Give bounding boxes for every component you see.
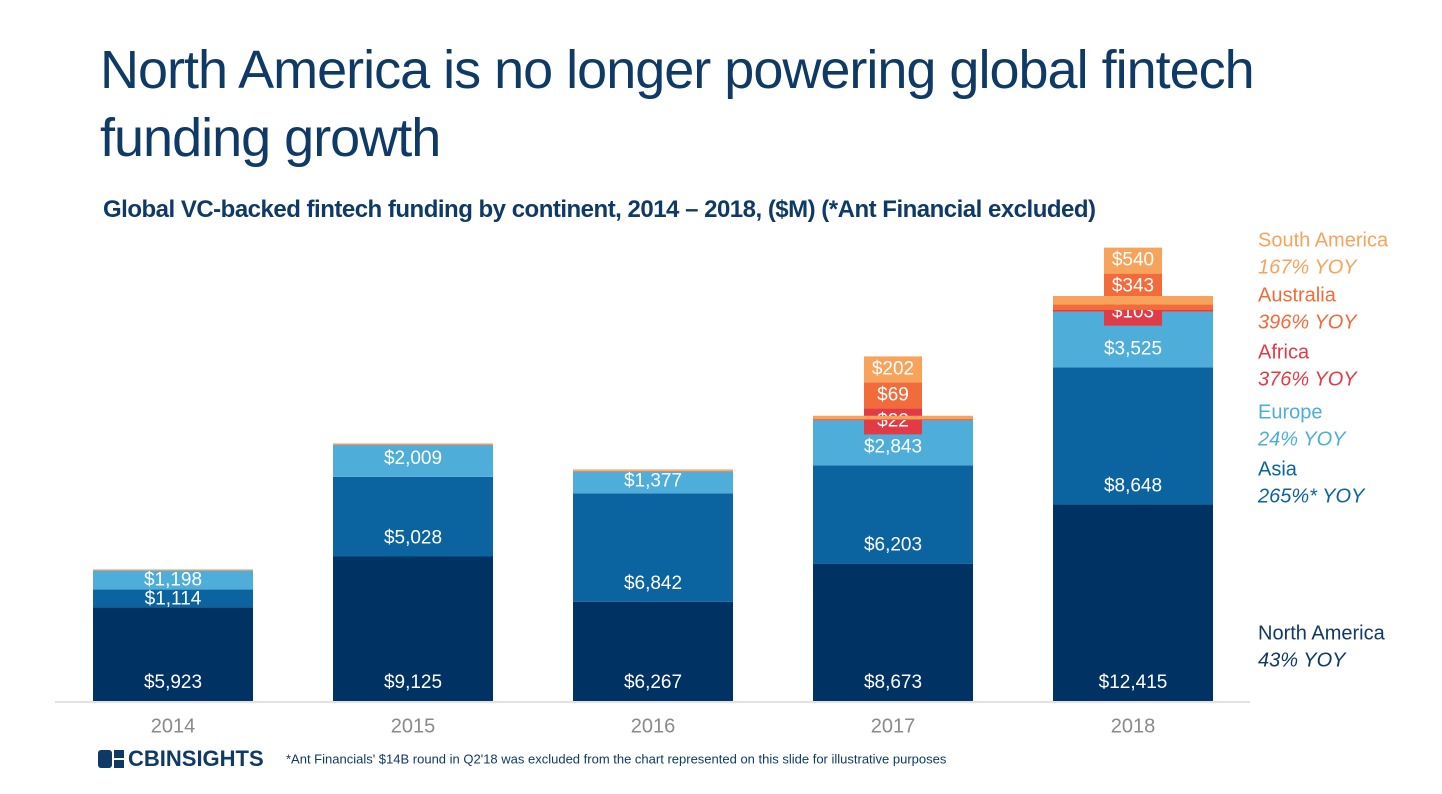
value-label: $9,125 bbox=[384, 672, 442, 693]
value-label: $2,843 bbox=[864, 436, 922, 457]
value-label-box bbox=[864, 408, 922, 435]
value-label: $12,415 bbox=[1099, 672, 1168, 693]
bar-segment bbox=[1053, 304, 1213, 310]
bar-segment bbox=[813, 563, 973, 701]
x-tick-label: 2018 bbox=[1111, 715, 1156, 737]
bar-segment bbox=[573, 601, 733, 701]
x-tick-label: 2014 bbox=[151, 715, 196, 737]
logo-icon bbox=[98, 750, 124, 768]
value-label: $2,009 bbox=[384, 448, 442, 469]
legend-label: South America bbox=[1258, 229, 1389, 251]
value-label: $1,377 bbox=[624, 471, 682, 492]
value-label: $202 bbox=[872, 358, 914, 379]
legend-note: 265%* YOY bbox=[1257, 485, 1366, 507]
value-label: $6,203 bbox=[864, 535, 922, 556]
bar-segment bbox=[93, 607, 253, 701]
legend-label: Asia bbox=[1258, 458, 1298, 480]
value-label: $3,525 bbox=[1104, 338, 1162, 359]
bar-segment bbox=[1053, 504, 1213, 701]
bar-segment bbox=[1053, 367, 1213, 505]
logo-block bbox=[98, 750, 112, 768]
bar-segment bbox=[813, 418, 973, 421]
footnote: *Ant Financials' $14B round in Q2'18 was… bbox=[286, 751, 947, 766]
logo-block bbox=[114, 750, 124, 758]
bar-segment bbox=[333, 476, 493, 557]
bar-segment bbox=[1053, 296, 1213, 305]
value-label: $343 bbox=[1112, 276, 1154, 297]
value-label: $8,673 bbox=[864, 672, 922, 693]
bar-segment bbox=[333, 443, 493, 445]
bar-segment bbox=[813, 465, 973, 564]
value-label-box bbox=[1104, 247, 1162, 274]
x-tick-label: 2016 bbox=[631, 715, 676, 737]
value-label: $5,028 bbox=[384, 528, 442, 549]
bar-segment bbox=[573, 471, 733, 494]
value-label: $5,923 bbox=[144, 672, 202, 693]
legend-note: 167% YOY bbox=[1258, 256, 1358, 278]
legend-label: North America bbox=[1258, 622, 1386, 644]
bar-segment bbox=[333, 556, 493, 701]
bar-segment bbox=[93, 589, 253, 608]
value-label-box bbox=[864, 382, 922, 409]
legend-label: Europe bbox=[1258, 401, 1323, 423]
chart-title: North America is no longer powering glob… bbox=[100, 40, 1255, 168]
value-label: $8,648 bbox=[1104, 475, 1162, 496]
logo-text: CBINSIGHTS bbox=[128, 746, 264, 771]
legend-note: 24% YOY bbox=[1257, 428, 1347, 450]
logo-block bbox=[114, 760, 124, 768]
bar-segment bbox=[573, 469, 733, 471]
bar-segment bbox=[93, 569, 253, 571]
bar-segment bbox=[573, 493, 733, 602]
value-label-box bbox=[1104, 273, 1162, 300]
bar-segment bbox=[93, 570, 253, 590]
legend-note: 396% YOY bbox=[1258, 311, 1358, 333]
legend-label: Africa bbox=[1258, 341, 1310, 363]
bar-segment bbox=[813, 415, 973, 419]
value-label: $22 bbox=[877, 410, 909, 431]
value-label: $69 bbox=[877, 384, 909, 405]
value-label: $6,842 bbox=[624, 573, 682, 594]
value-label: $6,267 bbox=[624, 672, 682, 693]
chart-subtitle: Global VC-backed fintech funding by cont… bbox=[103, 196, 1096, 223]
bar-segment bbox=[333, 445, 493, 477]
legend-note: 43% YOY bbox=[1258, 649, 1347, 671]
legend-label: Australia bbox=[1258, 284, 1337, 306]
value-label-box bbox=[864, 356, 922, 383]
x-tick-label: 2017 bbox=[871, 715, 916, 737]
x-tick-label: 2015 bbox=[391, 715, 436, 737]
value-label: $1,114 bbox=[145, 589, 202, 610]
legend-note: 376% YOY bbox=[1258, 368, 1358, 390]
value-label: $540 bbox=[1112, 250, 1154, 271]
value-label: $1,198 bbox=[144, 570, 202, 591]
